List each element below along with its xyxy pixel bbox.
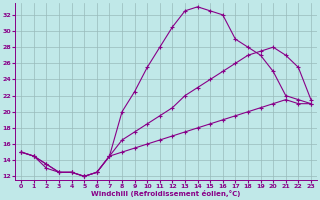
X-axis label: Windchill (Refroidissement éolien,°C): Windchill (Refroidissement éolien,°C) [92,190,241,197]
